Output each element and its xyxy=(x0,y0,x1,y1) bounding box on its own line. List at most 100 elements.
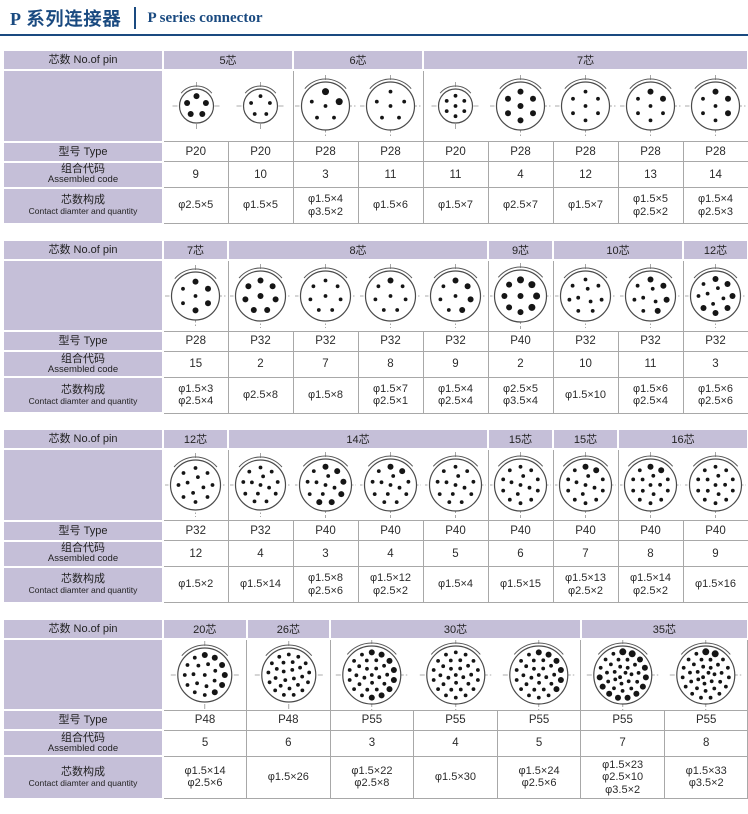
contact-spec-line: φ2.5×2 xyxy=(633,205,668,218)
code-label-en: Assembled code xyxy=(47,553,119,565)
pin-dot xyxy=(509,480,514,485)
pin-dot xyxy=(712,88,719,95)
keyway-notch xyxy=(174,268,217,279)
pin-dot xyxy=(517,308,524,315)
pin-count-row-label: 芯数 No.of pin xyxy=(2,238,164,261)
pin-dot xyxy=(219,661,226,668)
pin-dot xyxy=(453,464,458,469)
type-cell: P28 xyxy=(617,141,684,162)
pin-dot xyxy=(185,662,190,667)
pin-dot xyxy=(374,666,379,670)
pin-dot xyxy=(633,662,637,667)
pin-dot xyxy=(193,293,198,298)
diagram-group xyxy=(554,450,618,520)
diagram-group xyxy=(331,639,581,710)
pin-dot xyxy=(322,463,329,470)
pin-dot xyxy=(382,681,387,686)
connector-diagram xyxy=(424,452,486,518)
pin-dot xyxy=(387,277,394,283)
pin-dot xyxy=(663,296,670,303)
pin-dot xyxy=(394,500,399,504)
diagram-cell xyxy=(294,71,359,141)
keyway-notch xyxy=(239,267,283,278)
pin-dot xyxy=(195,680,200,685)
pin-dot xyxy=(641,488,645,493)
diagram-cell xyxy=(293,261,358,331)
pin-dot xyxy=(376,469,381,473)
diagram-cell xyxy=(164,261,228,331)
pin-dot xyxy=(544,674,549,679)
pin-dot xyxy=(286,652,291,656)
pin-dot xyxy=(696,477,700,482)
diagram-group xyxy=(489,450,553,520)
diagram-cell xyxy=(683,71,748,141)
type-cell: P55 xyxy=(663,709,748,731)
pin-dot xyxy=(257,277,264,283)
diagram-group-cell xyxy=(227,259,489,332)
pin-dot xyxy=(443,652,448,657)
assembled-code-cell: 4 xyxy=(357,540,424,567)
pin-dot xyxy=(699,657,704,662)
pin-dot xyxy=(326,474,331,478)
pin-dot xyxy=(281,692,286,697)
pin-dot xyxy=(176,483,181,487)
pin-dot xyxy=(552,672,557,677)
pin-dot xyxy=(205,495,210,499)
pin-dot xyxy=(631,488,636,493)
pin-dot xyxy=(289,667,294,672)
diagram-cell xyxy=(164,71,228,141)
assembled-code-cell: 7 xyxy=(292,350,359,378)
pin-dot xyxy=(699,695,704,700)
pin-dot xyxy=(505,95,512,102)
assembled-code-cell: 7 xyxy=(552,540,619,567)
pin-dot xyxy=(252,112,257,116)
pin-dot xyxy=(724,468,728,473)
keyway-notch xyxy=(304,78,347,89)
keyway-notch xyxy=(629,78,672,89)
diagram-group xyxy=(164,450,228,520)
diagram-group-cell xyxy=(227,448,489,521)
pin-dot xyxy=(686,657,691,661)
pin-dot xyxy=(596,673,603,680)
pin-dot xyxy=(374,657,379,662)
pin-dot xyxy=(448,666,453,671)
pin-dot xyxy=(541,666,546,670)
pin-dot xyxy=(724,684,728,688)
pin-dot xyxy=(615,694,622,701)
pin-dot xyxy=(463,652,468,657)
connector-diagram xyxy=(419,639,492,710)
connector-diagram xyxy=(230,453,292,517)
pin-dot xyxy=(666,488,670,493)
pin-dot xyxy=(323,104,328,108)
pin-dot xyxy=(362,675,367,680)
pin-dot xyxy=(553,657,560,664)
pin-dot xyxy=(204,683,209,688)
contact-spec-line: φ1.5×4 xyxy=(698,193,734,205)
pin-dot xyxy=(514,677,519,682)
pin-dot xyxy=(435,658,440,663)
type-cell: P32 xyxy=(422,330,489,352)
pin-dot xyxy=(270,469,274,474)
type-row: 型号 Type P32 P32 P40 P40 P40 P40 P40 P40 P40 xyxy=(2,519,748,542)
pin-dot xyxy=(358,681,362,686)
pin-dot xyxy=(705,477,710,482)
pin-dot xyxy=(291,676,296,680)
pin-dot xyxy=(629,671,634,676)
code-label-en: Assembled code xyxy=(47,742,119,754)
assembled-code-cell: 9 xyxy=(162,161,229,188)
diagram-cell xyxy=(164,450,228,520)
pin-dot xyxy=(642,673,649,680)
type-cell: P40 xyxy=(422,520,489,541)
contact-spec-line: φ1.5×7 xyxy=(438,199,473,212)
pin-dot xyxy=(695,669,700,674)
contact-spec-cell: φ2.5×8 xyxy=(227,376,294,414)
pin-dot xyxy=(635,679,640,684)
contact-spec-line: φ2.5×6 xyxy=(698,395,733,407)
pin-dot xyxy=(441,283,445,288)
pin-dot xyxy=(457,666,462,670)
pin-dot xyxy=(310,99,314,104)
keyway-notch xyxy=(681,642,731,655)
pin-count-group-cell: 10芯 xyxy=(552,238,684,261)
diagram-cell xyxy=(619,450,684,520)
pin-dot xyxy=(382,663,387,668)
